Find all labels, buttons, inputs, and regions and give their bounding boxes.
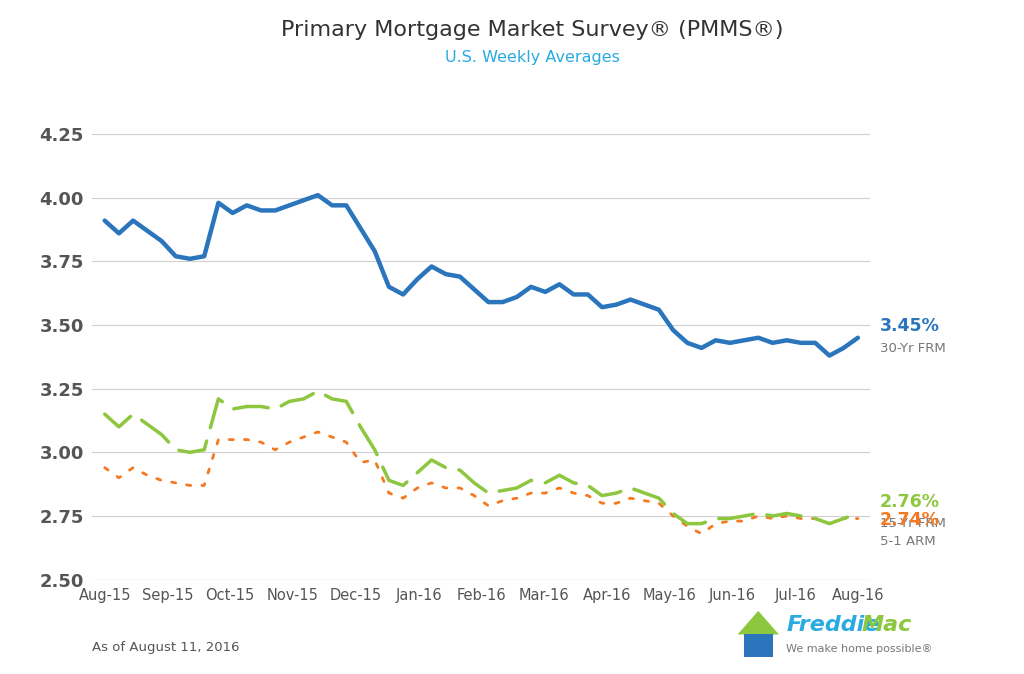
Text: 2.74%: 2.74% xyxy=(880,511,940,528)
Text: Mac: Mac xyxy=(861,615,911,635)
Text: 3.45%: 3.45% xyxy=(880,317,940,335)
Text: Freddie: Freddie xyxy=(786,615,880,635)
Text: 15-Yr FRM: 15-Yr FRM xyxy=(880,517,946,530)
Text: As of August 11, 2016: As of August 11, 2016 xyxy=(92,640,240,654)
Text: 30-Yr FRM: 30-Yr FRM xyxy=(880,342,945,355)
Text: Primary Mortgage Market Survey® (PMMS®): Primary Mortgage Market Survey® (PMMS®) xyxy=(282,20,783,40)
Text: 2.76%: 2.76% xyxy=(880,493,940,511)
Text: U.S. Weekly Averages: U.S. Weekly Averages xyxy=(445,50,620,65)
Bar xyxy=(743,634,773,657)
Polygon shape xyxy=(737,611,779,634)
Text: 5-1 ARM: 5-1 ARM xyxy=(880,535,936,548)
Text: We make home possible®: We make home possible® xyxy=(786,644,933,654)
